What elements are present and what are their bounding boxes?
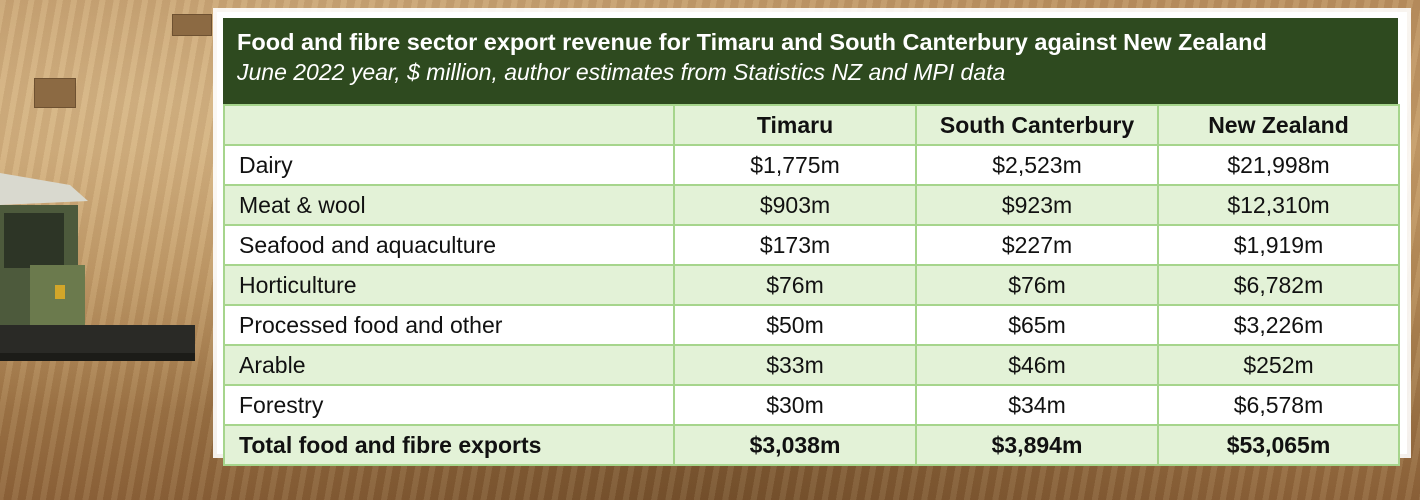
cell-timaru: $30m — [673, 384, 917, 426]
row-label: Horticulture — [223, 264, 675, 306]
cell-south-canterbury: $46m — [915, 344, 1159, 386]
cell-timaru: $903m — [673, 184, 917, 226]
table-row: Meat & wool $903m $923m $12,310m — [223, 184, 1400, 226]
total-south-canterbury: $3,894m — [915, 424, 1159, 466]
column-header-row: Timaru South Canterbury New Zealand — [223, 104, 1400, 146]
export-revenue-table: Timaru South Canterbury New Zealand Dair… — [223, 104, 1400, 466]
cell-south-canterbury: $2,523m — [915, 144, 1159, 186]
table-row: Processed food and other $50m $65m $3,22… — [223, 304, 1400, 346]
cell-south-canterbury: $227m — [915, 224, 1159, 266]
cell-new-zealand: $252m — [1157, 344, 1400, 386]
cell-timaru: $50m — [673, 304, 917, 346]
cell-new-zealand: $12,310m — [1157, 184, 1400, 226]
cell-new-zealand: $1,919m — [1157, 224, 1400, 266]
cell-new-zealand: $6,782m — [1157, 264, 1400, 306]
table-header-banner: Food and fibre sector export revenue for… — [223, 18, 1398, 104]
export-revenue-table-card: Food and fibre sector export revenue for… — [217, 12, 1407, 466]
table-row: Forestry $30m $34m $6,578m — [223, 384, 1400, 426]
cell-south-canterbury: $34m — [915, 384, 1159, 426]
cell-new-zealand: $21,998m — [1157, 144, 1400, 186]
row-label: Processed food and other — [223, 304, 675, 346]
table-row: Horticulture $76m $76m $6,782m — [223, 264, 1400, 306]
cell-new-zealand: $6,578m — [1157, 384, 1400, 426]
cell-timaru: $33m — [673, 344, 917, 386]
total-label: Total food and fibre exports — [223, 424, 675, 466]
column-header-empty — [223, 104, 675, 146]
total-row: Total food and fibre exports $3,038m $3,… — [223, 424, 1400, 466]
cell-south-canterbury: $76m — [915, 264, 1159, 306]
hay-bale — [34, 78, 76, 108]
hay-bale — [172, 14, 212, 36]
cell-new-zealand: $3,226m — [1157, 304, 1400, 346]
column-header-timaru: Timaru — [673, 104, 917, 146]
table-title: Food and fibre sector export revenue for… — [237, 29, 1267, 55]
table-row: Seafood and aquaculture $173m $227m $1,9… — [223, 224, 1400, 266]
combine-harvester-image — [0, 173, 195, 361]
table-row: Arable $33m $46m $252m — [223, 344, 1400, 386]
cell-timaru: $1,775m — [673, 144, 917, 186]
total-new-zealand: $53,065m — [1157, 424, 1400, 466]
row-label: Meat & wool — [223, 184, 675, 226]
row-label: Arable — [223, 344, 675, 386]
cell-south-canterbury: $923m — [915, 184, 1159, 226]
table-subtitle: June 2022 year, $ million, author estima… — [237, 59, 1006, 85]
table-row: Dairy $1,775m $2,523m $21,998m — [223, 144, 1400, 186]
total-timaru: $3,038m — [673, 424, 917, 466]
row-label: Dairy — [223, 144, 675, 186]
row-label: Seafood and aquaculture — [223, 224, 675, 266]
cell-timaru: $173m — [673, 224, 917, 266]
row-label: Forestry — [223, 384, 675, 426]
cell-timaru: $76m — [673, 264, 917, 306]
column-header-new-zealand: New Zealand — [1157, 104, 1400, 146]
column-header-south-canterbury: South Canterbury — [915, 104, 1159, 146]
cell-south-canterbury: $65m — [915, 304, 1159, 346]
